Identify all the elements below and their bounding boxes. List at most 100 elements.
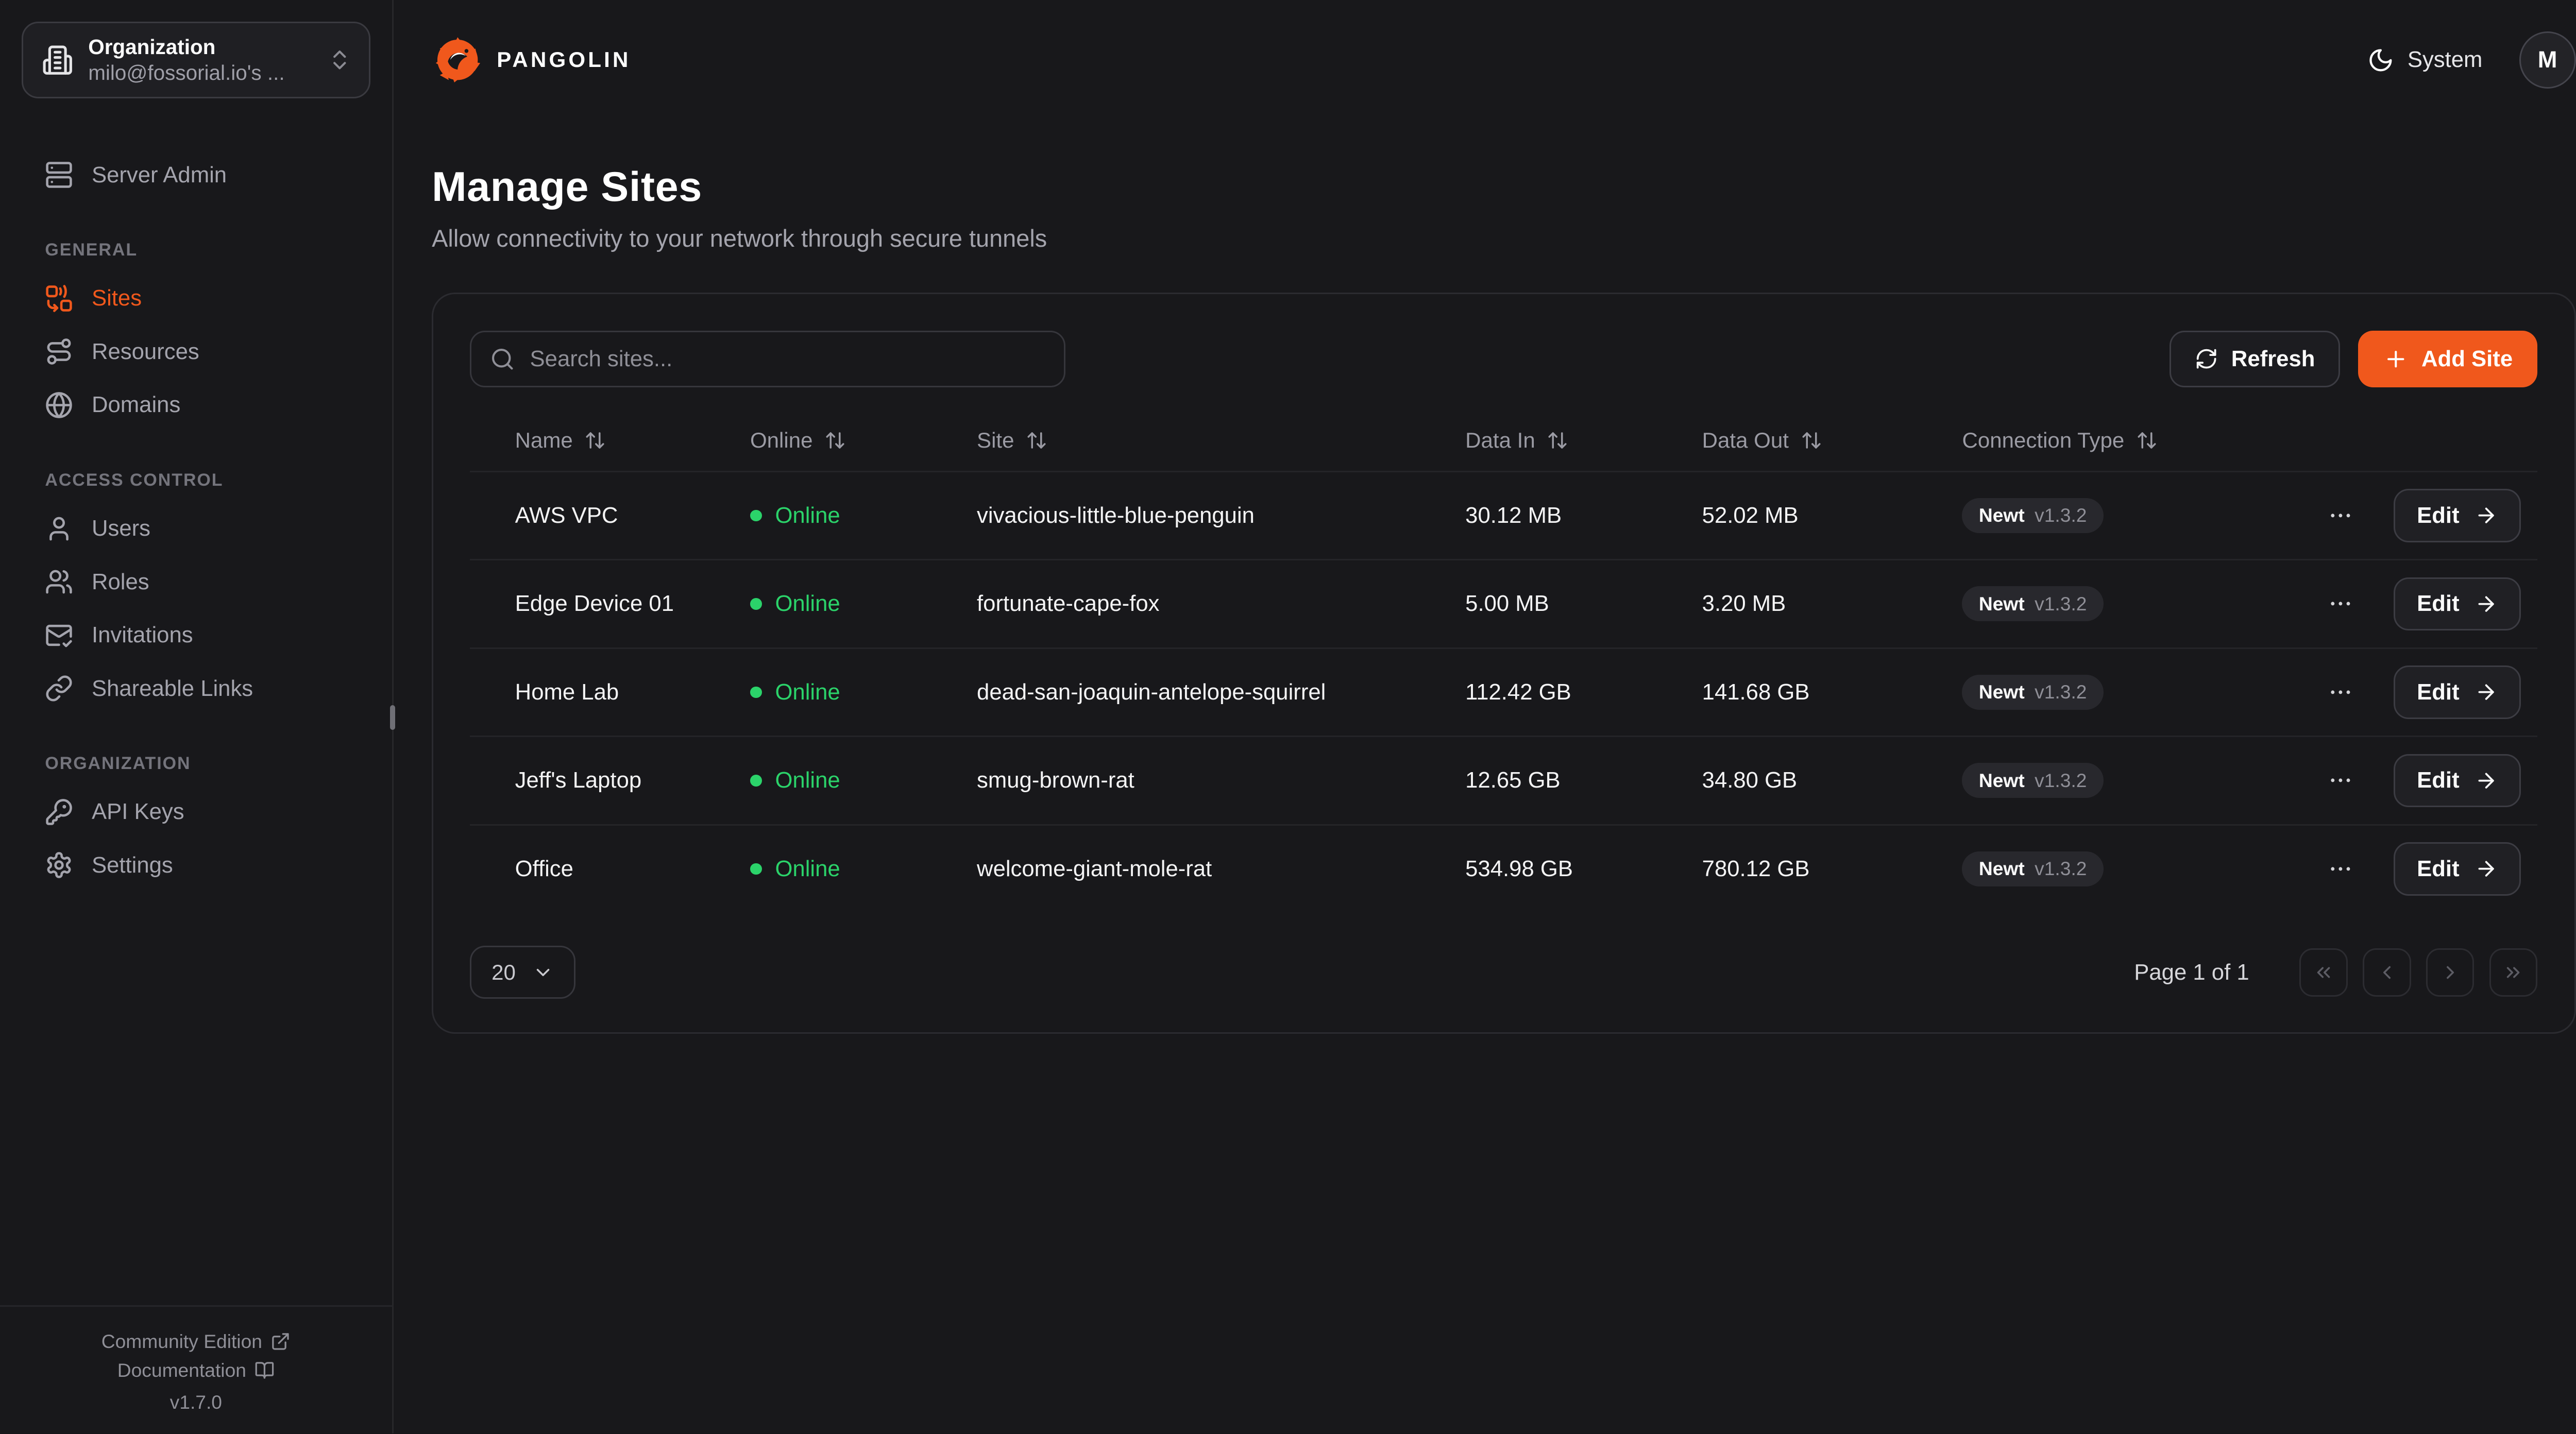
edit-button[interactable]: Edit [2394, 665, 2521, 719]
data-in-value: 112.42 GB [1465, 679, 1571, 705]
data-in-value: 5.00 MB [1465, 591, 1549, 617]
online-status: Online [750, 767, 977, 793]
row-menu-button[interactable] [2327, 502, 2354, 529]
search-input[interactable] [530, 346, 1045, 372]
edit-button[interactable]: Edit [2394, 577, 2521, 631]
sidebar-item-domains[interactable]: Domains [20, 380, 372, 430]
sidebar-item-invitations[interactable]: Invitations [20, 610, 372, 660]
first-page-button[interactable] [2299, 948, 2348, 997]
moon-icon [2367, 47, 2394, 74]
sort-icon [2136, 430, 2158, 451]
documentation-link[interactable]: Documentation [13, 1359, 379, 1381]
column-header-name[interactable]: Name [470, 428, 750, 453]
edit-label: Edit [2417, 502, 2460, 528]
page-size-value: 20 [492, 960, 516, 984]
arrow-right-icon [2475, 769, 2498, 792]
edit-button[interactable]: Edit [2394, 842, 2521, 896]
connection-client: Newt [1978, 592, 2025, 614]
documentation-label: Documentation [117, 1359, 246, 1381]
mail-check-icon [45, 621, 73, 650]
sidebar-section-organization: ORGANIZATION API Keys Settings [0, 754, 392, 891]
sidebar-item-api-keys[interactable]: API Keys [20, 787, 372, 837]
site-slug: welcome-giant-mole-rat [977, 856, 1212, 881]
column-header-site[interactable]: Site [977, 428, 1465, 453]
sidebar-resize-handle[interactable] [390, 705, 396, 730]
connection-version: v1.3.2 [2035, 858, 2087, 880]
avatar-initial: M [2537, 46, 2557, 73]
add-site-button[interactable]: Add Site [2358, 330, 2538, 387]
sidebar-item-label: Shareable Links [91, 675, 253, 701]
connection-client: Newt [1978, 769, 2025, 791]
site-name: AWS VPC [515, 502, 618, 528]
online-dot [750, 686, 762, 698]
column-header-connection-type[interactable]: Connection Type [1962, 428, 2259, 453]
route-icon [45, 337, 73, 366]
sidebar-item-label: Domains [91, 392, 181, 418]
row-menu-button[interactable] [2327, 679, 2354, 706]
community-edition-label: Community Edition [101, 1330, 262, 1352]
sidebar-item-roles[interactable]: Roles [20, 557, 372, 607]
next-page-button[interactable] [2426, 948, 2475, 997]
connection-type-badge: Newt v1.3.2 [1962, 586, 2104, 622]
data-in-value: 12.65 GB [1465, 767, 1561, 793]
page-head: Manage Sites Allow connectivity to your … [432, 120, 2576, 252]
page-size-select[interactable]: 20 [470, 945, 576, 999]
avatar[interactable]: M [2519, 31, 2576, 89]
site-name: Jeff's Laptop [515, 767, 642, 793]
column-header-data-out[interactable]: Data Out [1702, 428, 1962, 453]
sidebar-item-shareable-links[interactable]: Shareable Links [20, 663, 372, 713]
row-menu-button[interactable] [2327, 767, 2354, 794]
topbar-right: System M [2367, 31, 2576, 89]
row-menu-button[interactable] [2327, 856, 2354, 882]
sidebar-item-users[interactable]: Users [20, 504, 372, 554]
connection-version: v1.3.2 [2035, 504, 2087, 526]
sidebar-item-label: Settings [91, 852, 173, 878]
sites-icon [45, 284, 73, 313]
edit-label: Edit [2417, 767, 2460, 793]
data-out-value: 34.80 GB [1702, 767, 1798, 793]
toolbar-actions: Refresh Add Site [2170, 330, 2538, 387]
last-page-button[interactable] [2489, 948, 2538, 997]
card-toolbar: Refresh Add Site [470, 330, 2538, 387]
row-actions: Edit [2259, 665, 2537, 719]
building-icon [42, 44, 73, 76]
external-link-icon [270, 1331, 291, 1352]
sort-icon [1547, 430, 1568, 451]
data-out-value: 780.12 GB [1702, 856, 1810, 881]
book-open-icon [255, 1360, 275, 1380]
sidebar-section-access-control: ACCESS CONTROL Users Roles [0, 470, 392, 714]
row-actions: Edit [2259, 842, 2537, 896]
online-dot [750, 775, 762, 787]
brand[interactable]: PANGOLIN [432, 34, 631, 86]
sidebar-item-label: Invitations [91, 622, 193, 648]
row-menu-button[interactable] [2327, 590, 2354, 617]
chevron-down-icon [532, 962, 554, 983]
online-label: Online [775, 679, 840, 705]
community-edition-link[interactable]: Community Edition [13, 1330, 379, 1353]
column-label: Data In [1465, 428, 1535, 453]
section-title: ORGANIZATION [45, 753, 191, 773]
column-header-data-in[interactable]: Data In [1465, 428, 1702, 453]
edit-button[interactable]: Edit [2394, 754, 2521, 808]
sidebar-item-resources[interactable]: Resources [20, 327, 372, 377]
online-dot [750, 509, 762, 522]
arrow-right-icon [2475, 680, 2498, 704]
table-row: Edge Device 01 Online fortunate-cape-fox… [470, 559, 2538, 647]
connection-version: v1.3.2 [2035, 769, 2087, 791]
sort-icon [1801, 430, 1822, 451]
theme-toggle[interactable]: System [2367, 47, 2482, 74]
online-dot [750, 863, 762, 875]
edit-button[interactable]: Edit [2394, 489, 2521, 542]
sidebar-item-sites[interactable]: Sites [20, 274, 372, 323]
previous-page-button[interactable] [2362, 948, 2411, 997]
sidebar-item-server-admin[interactable]: Server Admin [20, 150, 372, 200]
site-name: Home Lab [515, 679, 619, 705]
column-header-online[interactable]: Online [750, 428, 977, 453]
org-selector[interactable]: Organization milo@fossorial.io's ... [22, 22, 370, 98]
refresh-button[interactable]: Refresh [2170, 330, 2340, 387]
column-label: Data Out [1702, 428, 1789, 453]
org-selector-text: Organization milo@fossorial.io's ... [88, 34, 312, 86]
connection-client: Newt [1978, 858, 2025, 880]
sidebar-item-settings[interactable]: Settings [20, 840, 372, 890]
